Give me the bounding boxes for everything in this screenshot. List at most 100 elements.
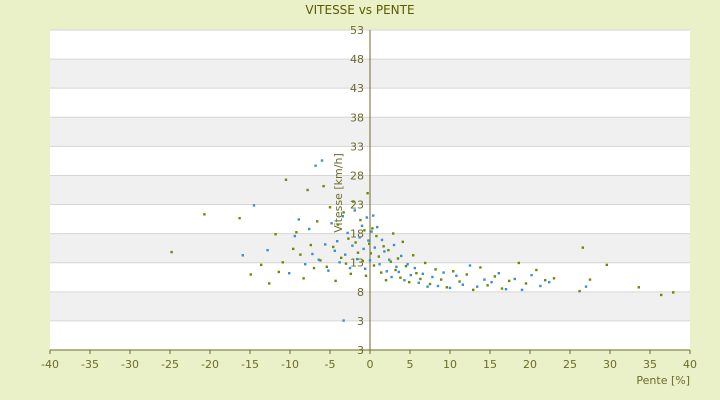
data-point: [544, 279, 547, 282]
data-point: [548, 280, 551, 284]
data-point: [504, 288, 508, 291]
x-tick-label: 10: [443, 358, 457, 371]
data-point: [388, 258, 391, 261]
data-point: [344, 262, 348, 265]
data-point: [297, 218, 300, 221]
data-point: [362, 247, 365, 251]
data-point: [353, 209, 356, 212]
data-point: [369, 252, 372, 255]
x-tick-label: 0: [367, 358, 374, 371]
data-point: [605, 263, 608, 267]
data-point: [468, 264, 472, 267]
y-tick-label: 3: [357, 315, 364, 328]
y-axis-label: Vitesse [km/h]: [332, 153, 345, 233]
data-point: [375, 234, 378, 238]
x-tick-label: -35: [81, 358, 99, 371]
data-point: [458, 280, 461, 283]
data-point: [380, 238, 384, 242]
data-point: [520, 288, 524, 292]
data-point: [295, 231, 298, 234]
data-point: [394, 268, 397, 272]
data-point: [356, 257, 359, 261]
x-tick-label: -15: [241, 358, 259, 371]
data-point: [513, 277, 516, 281]
data-point: [406, 263, 409, 266]
data-point: [342, 211, 345, 214]
data-point: [336, 240, 339, 243]
data-point: [376, 225, 379, 229]
y-tick-label: 48: [350, 53, 364, 66]
data-point: [408, 280, 411, 284]
data-point: [403, 279, 406, 282]
data-point: [365, 216, 368, 219]
data-point: [268, 282, 271, 285]
data-point: [373, 246, 376, 249]
data-point: [322, 184, 325, 188]
data-point: [327, 269, 330, 272]
data-point: [552, 277, 556, 280]
data-point: [378, 263, 381, 266]
data-point: [299, 253, 302, 256]
data-point: [415, 272, 418, 275]
data-point: [304, 263, 307, 266]
y-tick-label: 3: [357, 344, 364, 357]
data-point: [483, 278, 486, 281]
data-point: [497, 272, 500, 275]
data-point: [266, 248, 269, 252]
data-point: [293, 234, 296, 238]
data-point: [413, 266, 416, 270]
data-point: [368, 242, 371, 245]
data-point: [361, 259, 364, 263]
data-point: [325, 265, 328, 268]
data-point: [241, 254, 244, 257]
data-point: [476, 285, 479, 288]
data-point: [238, 216, 241, 220]
data-point: [349, 272, 352, 276]
data-point: [395, 265, 398, 268]
data-point: [384, 279, 388, 282]
x-tick-label: 40: [683, 358, 697, 371]
data-point: [397, 270, 400, 274]
data-point: [306, 188, 309, 192]
data-point: [281, 261, 284, 264]
x-tick-label: 5: [407, 358, 414, 371]
data-point: [404, 264, 408, 268]
data-point: [359, 218, 362, 222]
data-point: [314, 164, 317, 167]
data-point: [334, 279, 337, 283]
data-point: [203, 213, 206, 216]
data-point: [344, 253, 347, 256]
data-point: [452, 270, 455, 273]
data-point: [493, 275, 496, 278]
data-point: [434, 268, 437, 271]
y-tick-label: 28: [350, 169, 364, 182]
data-point: [442, 271, 445, 274]
data-point: [385, 270, 388, 273]
data-point: [341, 215, 344, 218]
data-point: [380, 271, 383, 274]
data-point: [371, 227, 374, 230]
data-point: [465, 273, 468, 276]
data-point: [320, 159, 324, 162]
data-point: [490, 280, 493, 284]
data-point: [346, 231, 349, 235]
x-tick-label: -5: [325, 358, 336, 371]
data-point: [330, 222, 333, 225]
data-point: [338, 261, 341, 264]
data-point: [401, 240, 404, 244]
data-point: [309, 243, 312, 247]
data-point: [316, 220, 319, 223]
data-point: [392, 243, 396, 247]
data-point: [440, 278, 443, 281]
data-point: [324, 243, 327, 246]
data-point: [368, 259, 372, 262]
data-point: [356, 251, 360, 254]
data-point: [412, 254, 415, 257]
x-tick-label: -40: [41, 358, 59, 371]
data-point: [508, 279, 511, 283]
x-tick-label: 30: [603, 358, 617, 371]
data-point: [336, 223, 340, 226]
data-point: [672, 291, 675, 294]
data-point: [431, 275, 434, 279]
data-point: [524, 282, 528, 285]
